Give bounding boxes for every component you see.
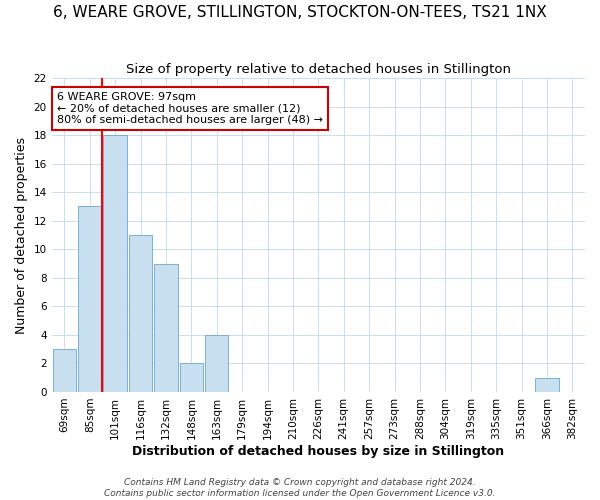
Bar (78, 206, 101, 392)
Title: Size of property relative to detached houses in Stillington: Size of property relative to detached ho… (126, 62, 511, 76)
Text: 6, WEARE GROVE, STILLINGTON, STOCKTON-ON-TEES, TS21 1NX: 6, WEARE GROVE, STILLINGTON, STOCKTON-ON… (53, 5, 547, 20)
X-axis label: Distribution of detached houses by size in Stillington: Distribution of detached houses by size … (132, 444, 505, 458)
Bar (535, 378, 559, 392)
Text: 6 WEARE GROVE: 97sqm
← 20% of detached houses are smaller (12)
80% of semi-detac: 6 WEARE GROVE: 97sqm ← 20% of detached h… (57, 92, 323, 126)
Y-axis label: Number of detached properties: Number of detached properties (15, 136, 28, 334)
Bar (103, 135, 127, 392)
Bar (205, 335, 229, 392)
Text: Contains HM Land Registry data © Crown copyright and database right 2024.
Contai: Contains HM Land Registry data © Crown c… (104, 478, 496, 498)
Bar (179, 364, 203, 392)
Bar (53, 349, 76, 392)
Bar (154, 264, 178, 392)
Bar (129, 235, 152, 392)
